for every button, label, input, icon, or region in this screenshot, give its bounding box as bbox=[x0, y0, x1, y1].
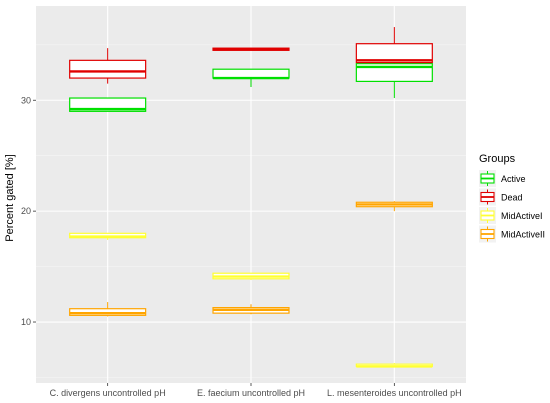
y-tick-label: 10 bbox=[21, 317, 31, 327]
series-dead bbox=[69, 27, 433, 84]
legend-title: Groups bbox=[479, 153, 516, 165]
legend-item-dead: Dead bbox=[479, 188, 523, 206]
legend-item-active: Active bbox=[479, 170, 526, 187]
x-tick-label: E. faecium uncontrolled pH bbox=[197, 388, 305, 398]
x-tick-label: C. divergens uncontrolled pH bbox=[50, 388, 166, 398]
box-series bbox=[69, 27, 433, 368]
box-iqr bbox=[355, 43, 433, 64]
series-midactivei bbox=[69, 232, 433, 368]
y-axis: 10 20 30 bbox=[21, 95, 36, 327]
box bbox=[355, 60, 433, 99]
legend-item-midactiveii: MidActiveII bbox=[479, 225, 545, 243]
legend-item-midactivei: MidActiveI bbox=[479, 207, 543, 224]
legend-label: Active bbox=[501, 174, 526, 184]
box bbox=[212, 68, 290, 87]
box bbox=[69, 302, 147, 317]
box bbox=[212, 47, 290, 51]
box bbox=[69, 48, 147, 84]
box bbox=[355, 201, 433, 212]
box-iqr bbox=[212, 68, 290, 79]
box bbox=[212, 272, 290, 280]
series-midactiveii bbox=[69, 201, 433, 317]
box bbox=[69, 232, 147, 240]
y-axis-title: Percent gated [%] bbox=[4, 154, 16, 241]
box bbox=[355, 27, 433, 64]
box bbox=[69, 97, 147, 112]
box bbox=[355, 363, 433, 368]
legend-label: MidActiveII bbox=[501, 230, 545, 240]
y-tick-label: 20 bbox=[21, 206, 31, 216]
box-iqr bbox=[69, 59, 147, 79]
series-active bbox=[69, 60, 433, 112]
legend-label: Dead bbox=[501, 193, 523, 203]
legend-label: MidActiveI bbox=[501, 211, 543, 221]
y-tick-label: 30 bbox=[21, 95, 31, 105]
x-tick-label: L. mesenteroides uncontrolled pH bbox=[327, 388, 462, 398]
legend: Groups Active Dead MidActiveI MidActiveII bbox=[479, 153, 545, 243]
box bbox=[212, 304, 290, 315]
x-axis: C. divergens uncontrolled pH E. faecium u… bbox=[50, 383, 462, 398]
